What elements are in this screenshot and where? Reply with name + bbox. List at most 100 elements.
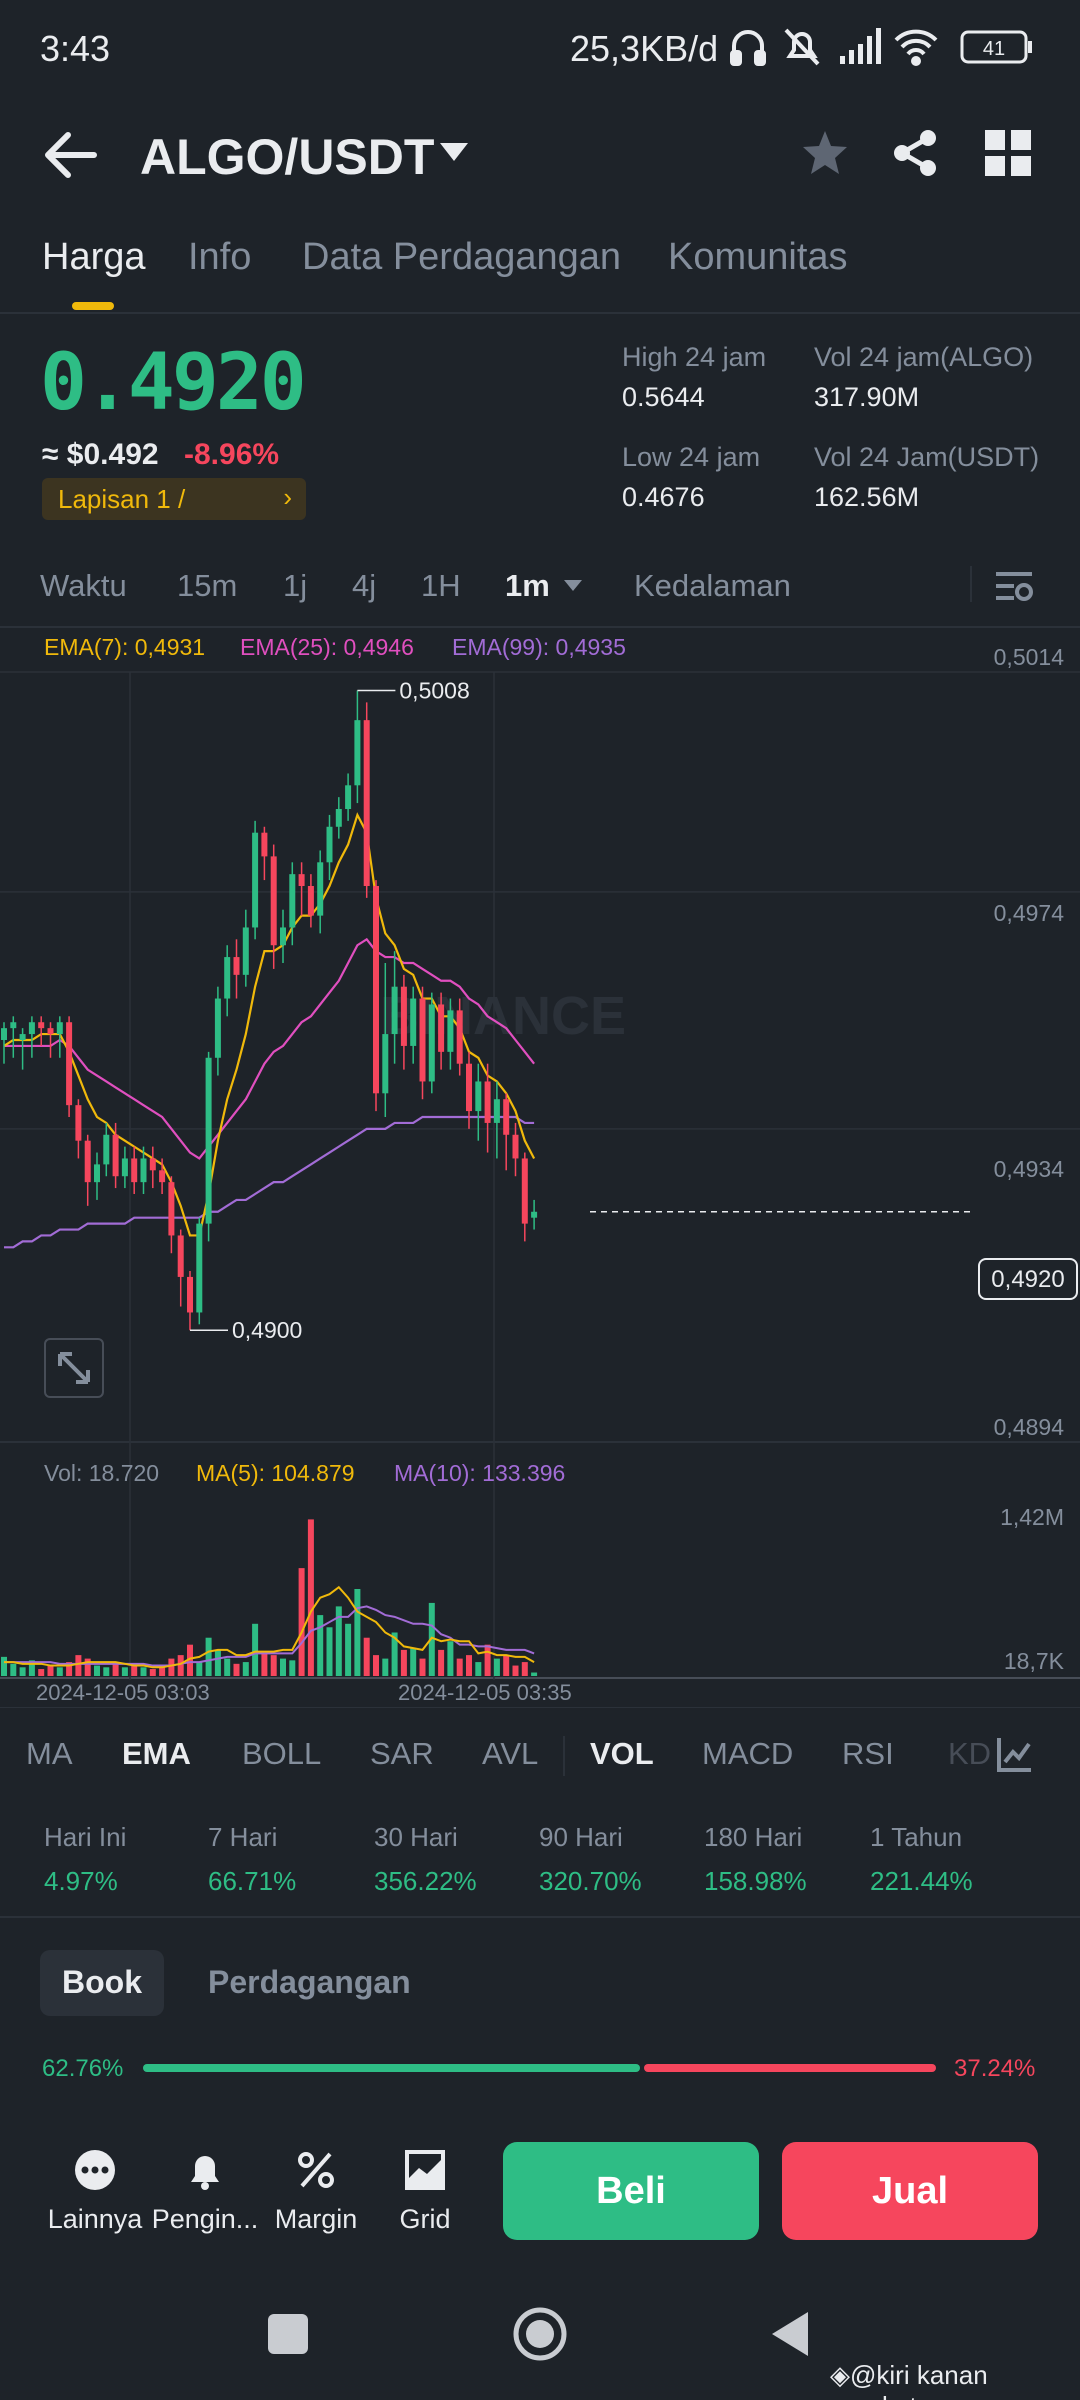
candle <box>252 832 259 928</box>
volume-bar <box>475 1662 482 1676</box>
last-price: 0.4920 <box>40 338 307 428</box>
candle <box>94 1164 100 1183</box>
layer-badge-label: Lapisan 1 / <box>58 484 186 514</box>
volume-legend: Vol: 18.720 <box>44 1460 160 1486</box>
volume-bar <box>521 1662 528 1676</box>
volume-bar <box>298 1568 305 1676</box>
indicator-sar[interactable]: SAR <box>370 1736 434 1771</box>
indicator-kd[interactable]: KD <box>948 1736 992 1771</box>
indicator-boll[interactable]: BOLL <box>242 1736 322 1771</box>
ema25-legend: EMA(25): 0,4946 <box>240 634 414 660</box>
sell-button[interactable]: Jual <box>782 2142 1038 2240</box>
alert-button[interactable]: Pengin... <box>150 2140 260 2250</box>
margin-button[interactable]: Margin <box>261 2140 371 2250</box>
volume-bar <box>280 1658 286 1676</box>
volume-bar <box>177 1655 184 1676</box>
interval-1h[interactable]: 1H <box>421 568 461 603</box>
share-icon[interactable] <box>890 128 940 178</box>
tab-data-perdagangan[interactable]: Data Perdagangan <box>302 236 622 278</box>
tab-komunitas[interactable]: Komunitas <box>668 236 848 278</box>
tab-harga[interactable]: Harga <box>42 236 146 278</box>
candle <box>112 1134 119 1177</box>
interval-waktu[interactable]: Waktu <box>40 568 127 603</box>
last-price-tag: 0,4920 <box>978 1258 1078 1300</box>
caret-down-icon[interactable] <box>440 143 468 163</box>
time-axis-label: 2024-12-05 03:35 <box>398 1680 572 1705</box>
perf-label: 1 Tahun <box>870 1822 963 1852</box>
interval-4j[interactable]: 4j <box>352 568 377 603</box>
candle <box>224 957 231 999</box>
home-button[interactable] <box>512 2306 568 2362</box>
caret-down-icon[interactable] <box>564 580 582 592</box>
indicator-chart-icon[interactable] <box>995 1734 1035 1774</box>
mute-bell-icon <box>784 28 820 66</box>
tab-info[interactable]: Info <box>188 236 252 278</box>
volume-bar <box>512 1665 519 1676</box>
nav-back-button[interactable] <box>770 2310 810 2358</box>
volume-bar <box>363 1637 370 1676</box>
candle <box>298 874 305 886</box>
indicator-ema[interactable]: EMA <box>122 1736 191 1771</box>
indicator-vol[interactable]: VOL <box>590 1736 654 1771</box>
grid-icon[interactable] <box>985 130 1031 176</box>
candle <box>1 1028 7 1040</box>
time-axis-label: 2024-12-05 03:03 <box>36 1680 210 1705</box>
signal-icon <box>840 28 881 64</box>
interval-1m[interactable]: 1m <box>505 568 550 603</box>
pair-title[interactable]: ALGO/USDT <box>140 129 435 185</box>
volume-bar <box>410 1648 417 1676</box>
candle <box>335 809 342 827</box>
grid-trading-button[interactable]: Grid <box>370 2140 480 2250</box>
volume-bar <box>205 1637 212 1676</box>
indicator-macd[interactable]: MACD <box>702 1736 794 1771</box>
perf-label: Hari Ini <box>44 1822 127 1852</box>
recent-apps-button[interactable] <box>268 2314 308 2354</box>
divider <box>970 566 972 602</box>
candlestick-chart[interactable]: BINANCE 0,5008 0,4900 <box>0 628 1080 1708</box>
interval-1j[interactable]: 1j <box>283 568 308 603</box>
candle <box>66 1022 73 1106</box>
layer-badge[interactable]: Lapisan 1 / › <box>42 478 306 520</box>
volume-bar <box>428 1602 435 1676</box>
candle <box>270 856 277 946</box>
ask-percent: 37.24% <box>954 2055 1036 2082</box>
tab-perdagangan[interactable]: Perdagangan <box>208 1964 411 2000</box>
indicator-avl[interactable]: AVL <box>482 1736 539 1771</box>
candle <box>121 1158 128 1177</box>
candle <box>38 1022 45 1029</box>
interval-depth[interactable]: Kedalaman <box>634 568 791 603</box>
volume-bar <box>335 1606 342 1676</box>
divider <box>0 1916 1080 1918</box>
tab-book[interactable]: Book <box>40 1950 164 2016</box>
divider <box>0 626 1080 628</box>
diamond-icon: ◈ <box>830 2360 850 2390</box>
more-button[interactable]: Lainnya <box>40 2140 150 2250</box>
candle <box>56 1022 63 1035</box>
volume-bar <box>196 1662 203 1676</box>
interval-15m[interactable]: 15m <box>177 568 238 603</box>
indicator-rsi[interactable]: RSI <box>842 1736 894 1771</box>
price-markers: 0,5008 0,4900 <box>190 678 470 1343</box>
volume-bar <box>531 1672 538 1676</box>
vol-ma5-line <box>4 1585 535 1669</box>
volume-bar <box>28 1660 35 1676</box>
ema99-legend: EMA(99): 0,4935 <box>452 634 626 660</box>
volume-bar <box>47 1665 54 1676</box>
ema25-line <box>4 937 535 1160</box>
buy-button[interactable]: Beli <box>503 2142 759 2240</box>
star-icon[interactable] <box>800 128 850 178</box>
indicator-ma[interactable]: MA <box>26 1736 73 1771</box>
change-percent: -8.96% <box>184 438 280 471</box>
chart-settings-icon[interactable] <box>994 566 1034 606</box>
candle <box>280 927 286 946</box>
expand-chart-button[interactable] <box>44 1338 104 1398</box>
candle <box>19 1034 26 1040</box>
candle <box>131 1158 138 1183</box>
divider <box>0 312 1080 314</box>
vol-ma5-legend: MA(5): 104.879 <box>196 1460 355 1486</box>
candle <box>400 986 407 1046</box>
more-dots-icon <box>75 2150 115 2190</box>
back-arrow-icon[interactable] <box>36 120 106 190</box>
volume-bar <box>242 1662 249 1676</box>
wifi-icon <box>894 29 938 66</box>
